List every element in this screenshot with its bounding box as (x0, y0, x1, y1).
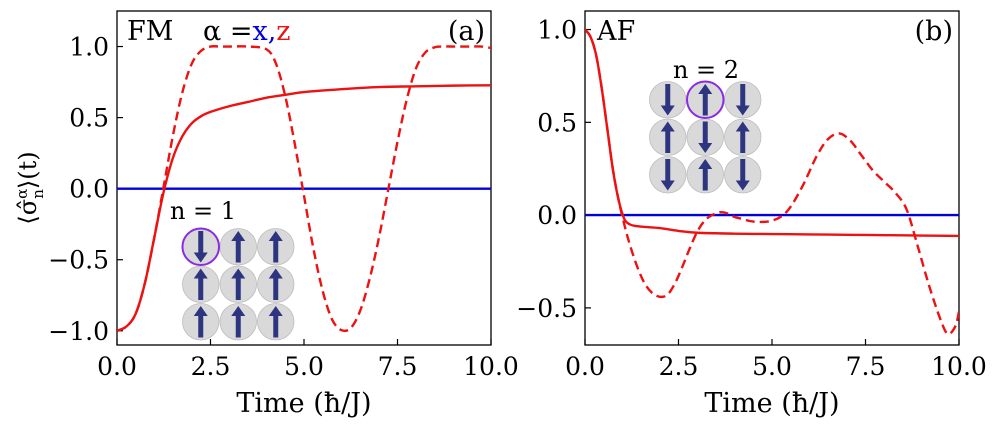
series-z-solid (585, 28, 959, 238)
x-tick-label: 7.5 (378, 352, 418, 381)
panel-b-frame (584, 10, 960, 346)
lattice-inset: n = 2 (649, 56, 762, 194)
alpha-x-label: x (252, 16, 267, 47)
x-tick-label: 2.5 (659, 352, 699, 381)
x-tick-label: 5.0 (284, 352, 324, 381)
panel-b: Time (ħ/J) 0.0 2.5 5.0 7.5 10.0 −0.5 0.0 0.5 1.0… (516, 10, 987, 419)
spin-up-arrow-icon (268, 306, 283, 316)
spin-up-arrow-icon (698, 159, 713, 169)
spin-up-arrow-icon (268, 231, 283, 241)
y-tick-label: 0.0 (69, 175, 109, 204)
spin-up-arrow-icon (735, 121, 750, 132)
lattice-inset: n = 1 (170, 197, 295, 341)
panel-a: Time (ħ/J) 0.0 2.5 5.0 7.5 10.0 −1.0 −0.5 0.0 0.… (48, 10, 519, 419)
y-tick-label: 0.5 (537, 108, 577, 137)
panel-a-phase-label: FM (127, 16, 173, 47)
x-tick-label: 10.0 (463, 352, 519, 381)
spin-down-arrow-icon (735, 180, 750, 191)
x-tick-label: 5.0 (752, 352, 792, 381)
highlighted-site-ring (686, 80, 725, 119)
spin-down-arrow-icon (660, 105, 675, 116)
spin-down-arrow-icon (735, 105, 750, 116)
x-tick-label: 0.0 (565, 352, 605, 381)
spin-down-arrow-icon (698, 143, 713, 153)
panel-a-corner-label: (a) (448, 16, 485, 47)
x-tick-label: 0.0 (97, 352, 137, 381)
y-tick-label: 1.0 (69, 33, 109, 62)
spin-up-arrow-icon (660, 121, 675, 132)
x-tick-label: 2.5 (191, 352, 231, 381)
spin-up-arrow-icon (231, 306, 246, 316)
y-tick-label: −1.0 (48, 317, 109, 346)
alpha-comma: , (268, 16, 277, 47)
panel-a-x-label: Time (ħ/J) (236, 388, 371, 419)
spin-up-arrow-icon (231, 268, 246, 279)
inset-site-label: n = 1 (170, 197, 236, 225)
y-tick-label: −0.5 (48, 246, 109, 275)
spin-up-arrow-icon (231, 231, 246, 241)
panel-b-x-label: Time (ħ/J) (704, 388, 839, 419)
alpha-prefix: α = (203, 16, 252, 47)
spin-up-arrow-icon (698, 84, 713, 94)
alpha-z-label: z (276, 16, 290, 47)
spin-down-arrow-icon (193, 252, 208, 263)
spin-up-arrow-icon (193, 268, 208, 279)
panel-a-alpha-legend: α =x,z (203, 16, 291, 47)
series-z-dashed (585, 28, 959, 336)
inset-site-label: n = 2 (673, 56, 739, 84)
x-tick-label: 10.0 (931, 352, 987, 381)
y-axis-label: ⟨σ̂αn⟩(t) (13, 151, 47, 224)
x-tick-label: 7.5 (846, 352, 886, 381)
y-tick-label: 0.0 (537, 201, 577, 230)
panel-b-phase-label: AF (596, 16, 635, 47)
y-tick-label: −0.5 (516, 294, 577, 323)
highlighted-site-ring (181, 227, 220, 266)
y-tick-label: 0.5 (69, 104, 109, 133)
panel-b-corner-label: (b) (915, 16, 953, 47)
spin-down-arrow-icon (660, 180, 675, 191)
spin-up-arrow-icon (268, 268, 283, 279)
y-tick-label: 1.0 (537, 16, 577, 45)
panel-a-frame (116, 10, 492, 346)
spin-up-arrow-icon (193, 306, 208, 316)
